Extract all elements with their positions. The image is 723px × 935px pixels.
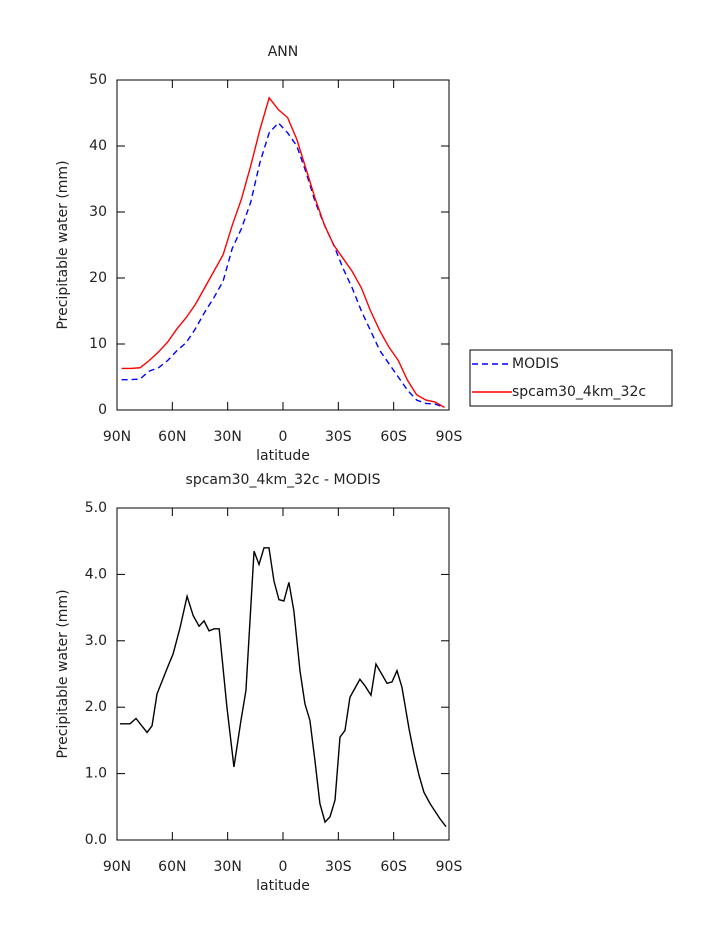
x-tick-label: 90S [436, 429, 463, 445]
x-tick-label: 90N [103, 429, 131, 445]
y-tick-label: 20 [89, 270, 107, 286]
x-tick-label: 60S [380, 429, 407, 445]
x-tick-label: 30S [325, 859, 352, 875]
data-line [119, 547, 447, 828]
y-tick-label: 4.0 [85, 566, 107, 582]
x-tick-label: 60S [380, 859, 407, 875]
y-tick-label: 50 [89, 72, 107, 88]
y-tick-label: 0 [98, 402, 107, 418]
y-tick-label: 40 [89, 138, 107, 154]
chart-title: spcam30_4km_32c - MODIS [186, 472, 381, 488]
plot-frame [116, 79, 450, 411]
legend-box [469, 349, 673, 407]
x-tick-label: 90N [103, 859, 131, 875]
y-tick-label: 3.0 [85, 633, 107, 649]
x-tick-label: 30N [214, 429, 242, 445]
x-tick-label: 30N [214, 859, 242, 875]
y-tick-label: 0.0 [85, 832, 107, 848]
x-axis-label: latitude [256, 448, 310, 464]
data-line [121, 121, 445, 409]
y-tick-label: 10 [89, 336, 107, 352]
data-line [121, 96, 445, 408]
plot-frame [116, 507, 450, 841]
x-tick-label: 30S [325, 429, 352, 445]
y-tick-label: 1.0 [85, 766, 107, 782]
y-axis-label: Precipitable water (mm) [55, 589, 71, 758]
y-tick-label: 5.0 [85, 500, 107, 516]
legend-label: spcam30_4km_32c [512, 384, 646, 400]
y-tick-label: 2.0 [85, 699, 107, 715]
x-tick-label: 0 [279, 429, 288, 445]
x-axis-label: latitude [256, 878, 310, 894]
y-tick-label: 30 [89, 204, 107, 220]
x-tick-label: 90S [436, 859, 463, 875]
x-tick-label: 0 [279, 859, 288, 875]
x-tick-label: 60N [158, 429, 186, 445]
y-axis-label: Precipitable water (mm) [55, 160, 71, 329]
legend-label: MODIS [512, 356, 559, 372]
chart-title: ANN [268, 44, 299, 60]
x-tick-label: 60N [158, 859, 186, 875]
